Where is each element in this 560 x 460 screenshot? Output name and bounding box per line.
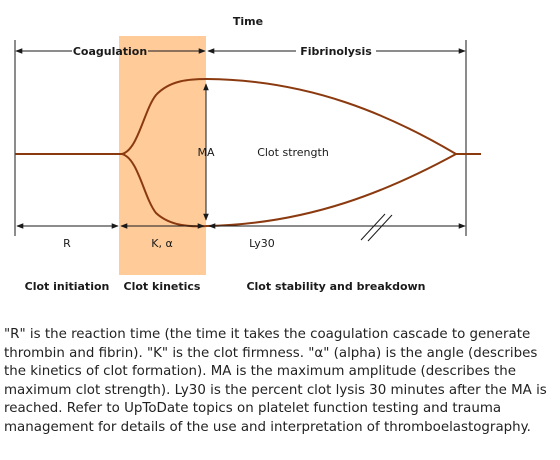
axis-break-mark-1 (360, 213, 386, 241)
coagulation-label: Coagulation (73, 45, 147, 58)
clot-strength-label: Clot strength (257, 146, 329, 159)
stage-clot-initiation: Clot initiation (25, 280, 110, 293)
thromboelastography-diagram: Time Coagulation Fibrinolysis MA Clot st… (14, 15, 481, 293)
teg-upper-curve (121, 77, 457, 155)
teg-lower-curve (121, 153, 457, 228)
r-label: R (63, 237, 71, 250)
k-alpha-label: K, α (151, 237, 172, 250)
axis-break-mark-2 (367, 214, 393, 242)
stage-clot-kinetics: Clot kinetics (124, 280, 201, 293)
fibrinolysis-label: Fibrinolysis (300, 45, 372, 58)
ma-label: MA (197, 146, 214, 159)
clot-kinetics-band (119, 36, 206, 275)
ly30-label: Ly30 (249, 237, 275, 250)
stage-clot-stability: Clot stability and breakdown (246, 280, 425, 293)
time-title: Time (233, 15, 263, 28)
figure-caption: "R" is the reaction time (the time it ta… (4, 327, 547, 435)
